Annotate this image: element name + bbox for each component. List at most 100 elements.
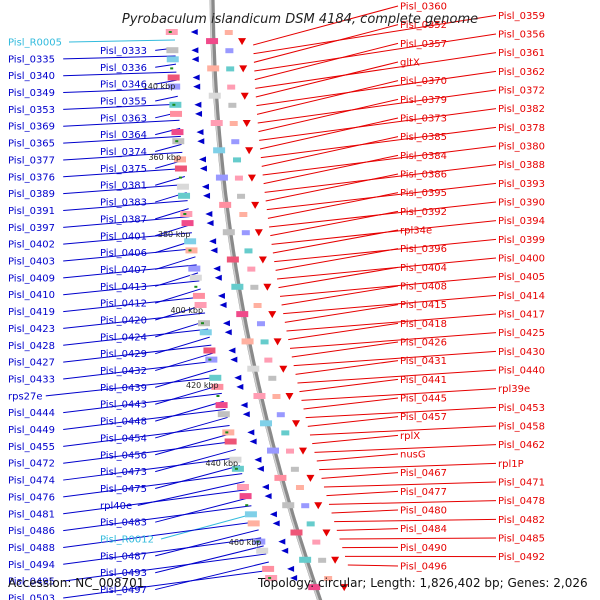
gene-block	[281, 430, 290, 436]
gene-block	[217, 411, 230, 418]
connector-line	[256, 70, 497, 107]
gene-label: Pisl_0363	[100, 113, 147, 124]
connector-line	[312, 434, 399, 445]
gene-label: Pisl_0496	[400, 562, 447, 573]
backbone-highlight	[209, 0, 319, 600]
gene-label: Pisl_0409	[8, 273, 55, 284]
gene-block	[206, 38, 219, 45]
gene-arrow	[279, 365, 288, 373]
gene-block	[274, 474, 287, 481]
connector-line	[254, 42, 399, 81]
gene-label: Pisl_0400	[498, 254, 545, 265]
gene-label: Pisl_0380	[498, 142, 545, 153]
gene-block	[231, 139, 240, 145]
connector-line	[253, 24, 399, 63]
backbone-curve	[209, 0, 323, 600]
connector-line	[272, 229, 399, 254]
gene-block	[224, 30, 233, 35]
gene-arrow	[222, 320, 230, 327]
connector-line	[155, 224, 191, 237]
gene-arrow	[251, 201, 260, 209]
connector-line	[63, 489, 247, 515]
gene-label: Pisl_0414	[498, 291, 545, 302]
connector-line	[264, 164, 497, 193]
gene-label: Pisl_0401	[100, 231, 147, 242]
connector-line	[301, 388, 497, 401]
connector-line	[331, 509, 399, 514]
gene-block	[178, 192, 191, 199]
gene-arrow	[219, 302, 227, 308]
gene-label: Pisl_0388	[498, 160, 545, 171]
gene-label: Pisl_0480	[400, 506, 447, 517]
connector-line	[155, 368, 217, 388]
connector-line	[155, 529, 259, 557]
gene-arrow	[247, 429, 255, 436]
kbp-label: 440 kbp	[206, 459, 239, 468]
gene-block	[241, 338, 254, 345]
connector-line	[254, 33, 497, 72]
connector-line	[299, 378, 399, 393]
gene-arrow	[193, 83, 201, 90]
connector-line	[63, 441, 234, 464]
gene-label: rpl1P	[498, 459, 524, 470]
connector-line	[255, 61, 399, 98]
tick-mark	[268, 577, 272, 579]
connector-line	[316, 453, 399, 462]
connector-line	[309, 425, 497, 436]
gene-arrow	[249, 438, 257, 445]
gene-label: Pisl_0487	[100, 551, 147, 562]
gene-arrow	[242, 120, 251, 127]
connector-line	[259, 117, 399, 150]
gene-block	[262, 565, 275, 572]
gene-arrow	[261, 484, 269, 490]
kbp-label: 360 kbp	[148, 153, 181, 162]
gene-label: Pisl_0427	[8, 358, 55, 369]
connector-line	[155, 256, 196, 270]
gene-block	[213, 147, 226, 154]
gene-label: Pisl_0359	[498, 11, 545, 22]
gene-arrow	[224, 329, 232, 336]
connector-line	[328, 500, 497, 505]
connector-line	[155, 465, 241, 489]
gene-label: Pisl_0372	[498, 86, 545, 97]
gene-arrow	[201, 183, 209, 190]
gene-label: Pisl_0407	[100, 265, 147, 276]
gene-block	[188, 265, 201, 272]
gene-block	[227, 84, 236, 90]
gene-label: Pisl_0431	[400, 356, 447, 367]
connector-line	[293, 350, 497, 367]
gene-block	[226, 256, 239, 263]
gene-block	[241, 230, 250, 236]
gene-label: rps27e	[8, 391, 43, 402]
connector-line	[266, 182, 497, 211]
kbp-label: 460 kbp	[229, 538, 262, 547]
gene-block	[239, 212, 248, 217]
gene-block	[174, 156, 187, 163]
tick-mark	[183, 213, 187, 215]
gene-label: Pisl_0405	[498, 272, 545, 283]
gene-label: Pisl_0478	[498, 496, 545, 507]
gene-label: Pisl_0403	[8, 257, 55, 268]
gene-label: Pisl_0473	[100, 467, 147, 478]
gene-block	[181, 220, 194, 227]
connector-line	[255, 52, 497, 89]
connector-line	[257, 89, 497, 124]
gene-label: Pisl_0415	[400, 300, 447, 311]
gene-label: Pisl_0412	[100, 299, 147, 310]
gene-block	[194, 302, 207, 308]
gene-arrow	[205, 211, 213, 217]
gene-arrow	[213, 265, 221, 272]
gene-arrow	[314, 502, 323, 510]
gene-label: Pisl_0503	[8, 594, 55, 600]
connector-line	[323, 481, 497, 488]
connector-line	[63, 232, 192, 245]
gene-label: Pisl_0382	[498, 104, 545, 115]
gene-label: Pisl_0375	[100, 164, 147, 175]
gene-label: Pisl_0369	[8, 122, 55, 133]
gene-label: Pisl_0364	[100, 130, 147, 141]
gene-label: Pisl_0335	[8, 54, 55, 65]
connector-line	[63, 103, 179, 110]
connector-line	[260, 126, 497, 159]
gene-label: Pisl_0482	[498, 515, 545, 526]
